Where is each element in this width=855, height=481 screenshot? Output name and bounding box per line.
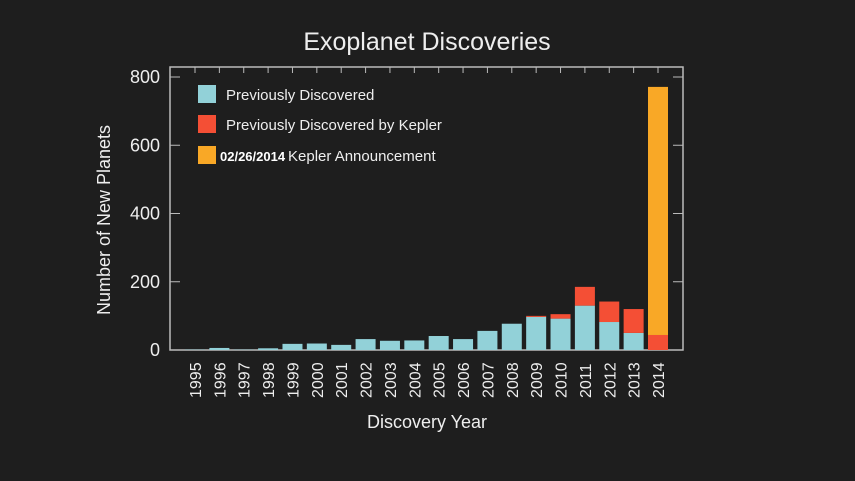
bar-2010-series-1 — [550, 314, 571, 319]
bar-2012-series-1 — [599, 301, 620, 323]
x-tick-label: 2001 — [334, 362, 351, 398]
bar-2011-series-1 — [574, 286, 595, 306]
legend-label-announcement: Kepler Announcement — [288, 148, 436, 165]
bar-2008-series-0 — [501, 323, 522, 350]
x-tick-label: 2005 — [432, 362, 449, 398]
x-tick-label: 1996 — [212, 362, 229, 398]
x-tick-label: 2008 — [505, 362, 522, 398]
bar-2010-series-0 — [550, 318, 571, 350]
legend-label-previously-discovered: Previously Discovered — [226, 87, 374, 104]
x-tick-label: 2009 — [529, 362, 546, 398]
x-tick-label: 2013 — [627, 362, 644, 398]
legend-label-kepler: Previously Discovered by Kepler — [226, 117, 442, 134]
x-tick-label: 1999 — [285, 362, 302, 398]
bar-2011-series-0 — [574, 305, 595, 350]
x-tick-label: 2003 — [383, 362, 400, 398]
x-tick-label: 2007 — [480, 362, 497, 398]
plot-frame — [169, 66, 684, 351]
bar-1999-series-0 — [282, 343, 303, 350]
bar-2012-series-0 — [599, 322, 620, 350]
bar-2005-series-0 — [428, 336, 449, 350]
x-axis-label: Discovery Year — [367, 412, 487, 432]
bar-2009-series-0 — [526, 316, 547, 350]
y-tick-label: 600 — [130, 135, 160, 155]
bar-2000-series-0 — [306, 343, 327, 350]
bar-2013-series-0 — [623, 332, 644, 350]
legend-swatch-kepler — [198, 115, 216, 133]
legend: Previously Discovered Previously Discove… — [198, 85, 442, 165]
y-axis-label: Number of New Planets — [94, 125, 114, 315]
bar-2014-series-1 — [648, 334, 668, 350]
bar-2009-series-1 — [526, 315, 547, 317]
x-tick-label: 2011 — [578, 363, 595, 398]
y-tick-label: 200 — [130, 272, 160, 292]
bar-2006-series-0 — [453, 339, 474, 350]
bar-2002-series-0 — [355, 339, 376, 350]
legend-swatch-announcement — [198, 146, 216, 164]
chart-title: Exoplanet Discoveries — [303, 28, 550, 56]
x-tick-label: 1998 — [261, 362, 278, 398]
timestamp-overlay: 02/26/2014 — [220, 149, 286, 164]
x-tick-label: 2000 — [310, 362, 327, 398]
x-tick-label: 2004 — [407, 362, 424, 398]
x-tick-label: 1997 — [237, 362, 254, 398]
x-tick-label: 2006 — [456, 362, 473, 398]
x-tick-label: 1995 — [188, 362, 205, 398]
x-tick-label: 2014 — [651, 362, 668, 398]
legend-swatch-previously-discovered — [198, 85, 216, 103]
bar-2014-series-2 — [648, 86, 668, 335]
x-tick-label: 2002 — [359, 362, 376, 398]
bar-1998-series-0 — [258, 348, 279, 350]
bar-2001-series-0 — [331, 344, 352, 350]
y-tick-label: 800 — [130, 67, 160, 87]
x-tick-label: 2012 — [602, 362, 619, 398]
bar-1996-series-0 — [209, 347, 230, 350]
x-tick-label: 2010 — [554, 362, 571, 398]
y-tick-label: 400 — [130, 204, 160, 224]
bar-2013-series-1 — [623, 309, 644, 333]
bar-2007-series-0 — [477, 330, 498, 350]
bar-2003-series-0 — [379, 340, 400, 350]
bar-2004-series-0 — [404, 340, 425, 350]
y-tick-label: 0 — [150, 340, 160, 360]
